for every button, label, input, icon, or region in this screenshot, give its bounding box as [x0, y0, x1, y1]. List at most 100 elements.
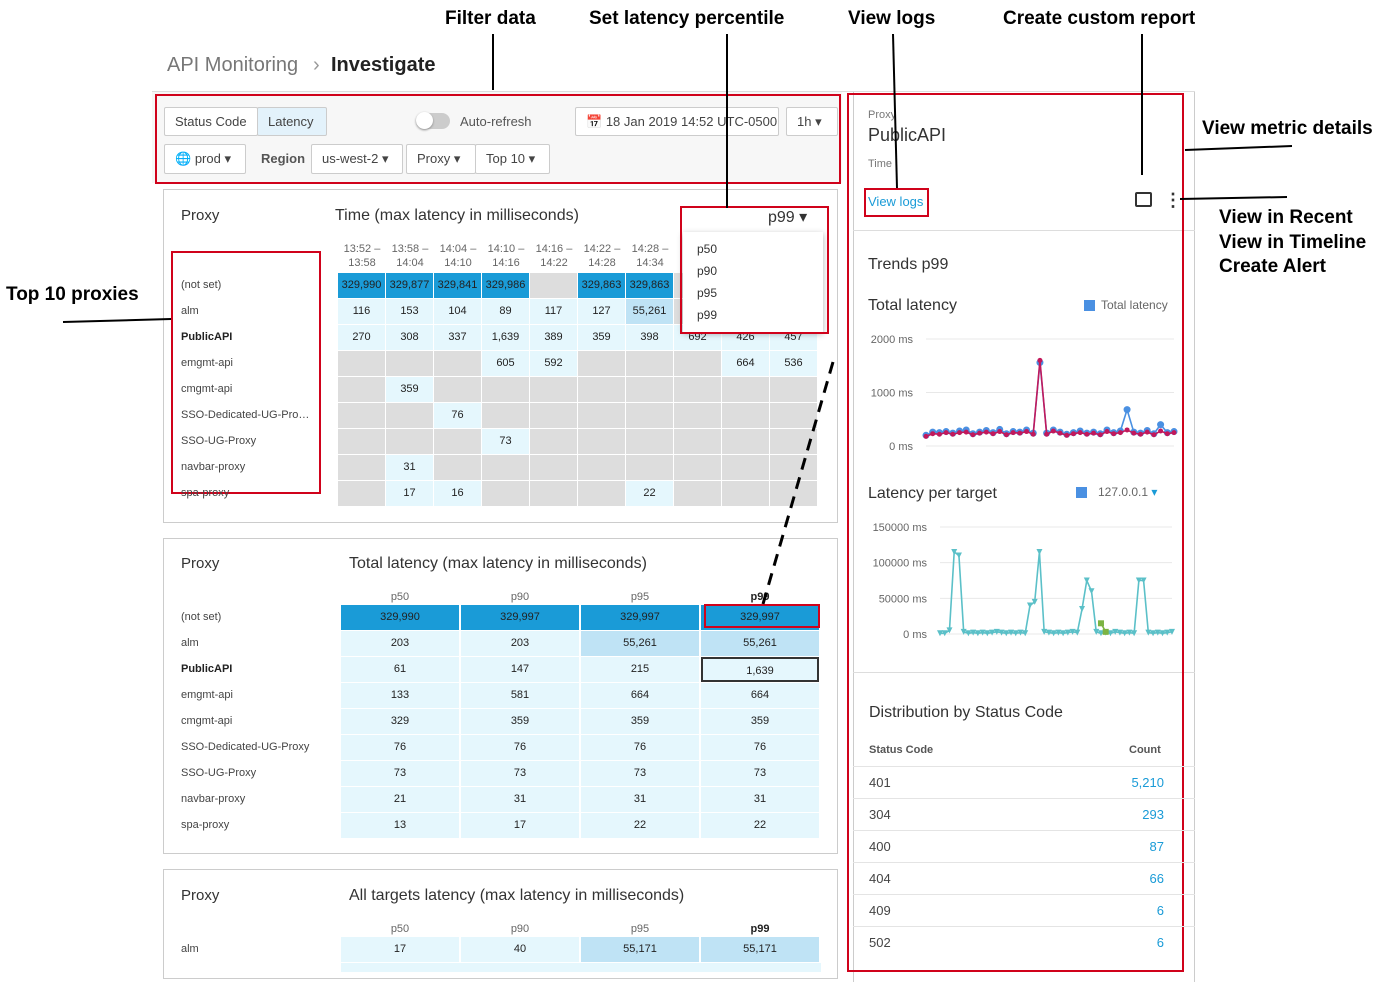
status-code: 401: [869, 775, 891, 790]
heat-cell: [338, 377, 385, 402]
highlight: [704, 604, 820, 628]
annotation: Set latency percentile: [589, 8, 785, 29]
heat-cell: [338, 481, 385, 506]
legend-label[interactable]: 127.0.0.1 ▾: [1098, 485, 1158, 499]
heat-cell: [338, 429, 385, 454]
table-cell: 17: [461, 813, 579, 838]
row-label: (not set): [181, 611, 222, 623]
table-cell: 215: [581, 657, 699, 682]
menu-option: p90: [697, 264, 718, 278]
table-cell: 147: [461, 657, 579, 682]
status-code: 404: [869, 871, 891, 886]
heat-cell: 359: [386, 377, 433, 402]
table-cell: 76: [461, 735, 579, 760]
heat-cell: [530, 481, 577, 506]
table-cell: [341, 963, 821, 972]
table-cell: 203: [341, 631, 459, 656]
row-label: emgmt-api: [181, 357, 233, 369]
column-header: p90: [510, 591, 530, 603]
column-header: p50: [390, 591, 410, 603]
heat-cell: 76: [434, 403, 481, 428]
highlight: [864, 188, 929, 217]
table-cell: 581: [461, 683, 579, 708]
heat-cell: 664: [722, 351, 769, 376]
dist-title: Distribution by Status Code: [869, 704, 1063, 721]
table-cell: 17: [341, 937, 459, 962]
heat-cell: [338, 455, 385, 480]
legend-swatch: [1084, 300, 1095, 311]
date-picker[interactable]: 📅 18 Jan 2019 14:52 UTC-0500: [575, 107, 779, 136]
tab[interactable]: Status Code: [164, 107, 258, 136]
table-cell: 73: [341, 761, 459, 786]
chart-title: Latency per target: [868, 485, 997, 502]
heat-cell: [626, 351, 673, 376]
percentile-menu: p50 p90 p95 p99: [683, 232, 823, 332]
table-cell: 55,171: [581, 937, 699, 962]
row-header: Proxy: [181, 207, 220, 224]
row-divider: [853, 766, 1195, 767]
heat-cell: 22: [626, 481, 673, 506]
env: prod: [194, 151, 221, 166]
heat-cell: [482, 377, 529, 402]
heat-cell: 1,639: [482, 325, 529, 350]
more-menu[interactable]: ⋮: [1164, 190, 1182, 210]
heat-cell: [722, 455, 769, 480]
report-icon[interactable]: [1135, 192, 1152, 207]
heat-cell: 308: [386, 325, 433, 350]
region-select[interactable]: us-west-2 ▾: [311, 144, 403, 174]
view-logs-link[interactable]: View logs: [868, 194, 924, 209]
column-header: 14:28 – 14:34: [631, 243, 669, 269]
row-label: PublicAPI: [181, 331, 233, 343]
table-cell: 73: [461, 761, 579, 786]
legend-text: 127.0.0.1: [1098, 485, 1149, 499]
table-cell: 664: [701, 683, 819, 708]
row-label: SSO-UG-Proxy: [181, 767, 257, 779]
heat-cell: 337: [434, 325, 481, 350]
table-cell: 359: [701, 709, 819, 734]
toggle-label: Auto-refresh: [460, 114, 532, 129]
env-select[interactable]: 🌐 prod ▾: [164, 144, 246, 174]
tab[interactable]: Latency: [257, 107, 327, 136]
table-cell: 13: [341, 813, 459, 838]
table-cell: 359: [461, 709, 579, 734]
count: 5,210: [1131, 775, 1164, 790]
range: 1h: [797, 114, 812, 129]
row-divider: [853, 862, 1195, 863]
row-label: cmgmt-api: [181, 715, 233, 727]
heat-cell: 16: [434, 481, 481, 506]
row-label: (not set): [181, 279, 222, 291]
legend-label: Total latency: [1101, 298, 1168, 312]
heat-cell: [530, 377, 577, 402]
table-cell: 31: [701, 787, 819, 812]
heat-cell: 359: [578, 325, 625, 350]
heat-cell: [722, 481, 769, 506]
dist-header: Status Code: [869, 744, 934, 756]
column-header: p95: [630, 923, 650, 935]
toggle[interactable]: [416, 112, 450, 129]
top-select[interactable]: Top 10 ▾: [475, 144, 550, 174]
card-title: Time (max latency in milliseconds): [335, 207, 579, 224]
row-label: SSO-Dedicated-UG-Pro…: [181, 409, 310, 421]
heat-cell: [386, 429, 433, 454]
row-label: spa-proxy: [181, 487, 230, 499]
table-cell: 329,997: [701, 605, 819, 630]
status-code: 409: [869, 903, 891, 918]
heat-cell: [482, 455, 529, 480]
heat-cell: 89: [482, 299, 529, 324]
percentile: p99: [768, 209, 795, 226]
card-title: All targets latency (max latency in mill…: [349, 887, 685, 904]
divider: [853, 230, 1195, 231]
highlight: [847, 93, 1184, 972]
heat-cell: 55,261: [626, 299, 673, 324]
row-label: emgmt-api: [181, 689, 233, 701]
highlight: [171, 251, 321, 494]
breadcrumb-parent[interactable]: API Monitoring: [167, 54, 299, 76]
percentile-select[interactable]: p99 ▾: [768, 209, 808, 226]
range-select[interactable]: 1h ▾: [786, 107, 838, 136]
dimension-select[interactable]: Proxy ▾: [406, 144, 476, 174]
divider: [853, 672, 1195, 673]
heat-cell: [626, 429, 673, 454]
heat-cell: 398: [626, 325, 673, 350]
annotation: View logs: [848, 8, 936, 29]
heat-cell: [674, 455, 721, 480]
